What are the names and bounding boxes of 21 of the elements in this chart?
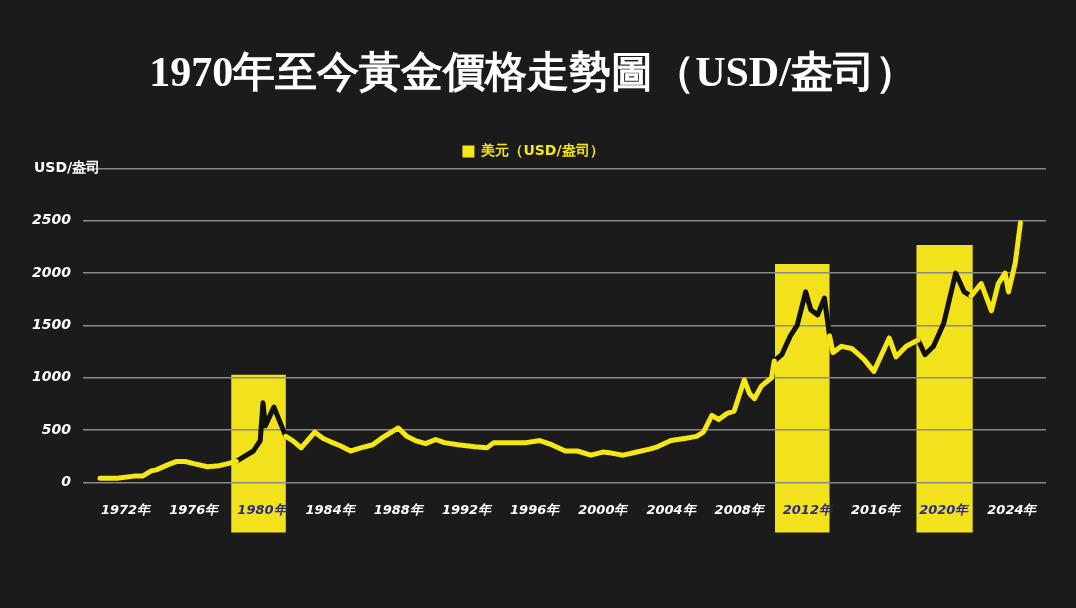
x-tick-label: 1992年 <box>441 501 494 517</box>
y-tick-label: 1500 <box>32 316 72 333</box>
y-tick-label: 2000 <box>32 263 72 280</box>
y-tick-label: 500 <box>41 420 72 437</box>
x-tick-label: 2008年 <box>714 501 766 517</box>
y-tick-label: 0 <box>61 473 72 490</box>
y-tick-label: 2500 <box>32 211 72 228</box>
x-tick-label: 1996年 <box>510 501 562 517</box>
y-tick-label: 1000 <box>32 368 72 385</box>
x-tick-label: 2024年 <box>987 501 1039 517</box>
x-tick-label: 2016年 <box>850 501 903 517</box>
x-tick-label: 1976年 <box>169 501 221 517</box>
y-axis-title: USD/盎司 <box>34 159 101 176</box>
x-tick-label: 2020年 <box>919 501 971 517</box>
x-tick-label: 2004年 <box>646 501 698 517</box>
x-tick-label: 1988年 <box>373 501 425 517</box>
x-tick-label: 2000年 <box>578 501 630 517</box>
legend-label: 美元（USD/盎司） <box>480 142 604 159</box>
x-tick-label: 1984年 <box>305 501 357 517</box>
chart-title: 1970年至今黃金價格走勢圖（USD/盎司） <box>149 49 917 96</box>
x-tick-label: 1972年 <box>100 501 153 517</box>
